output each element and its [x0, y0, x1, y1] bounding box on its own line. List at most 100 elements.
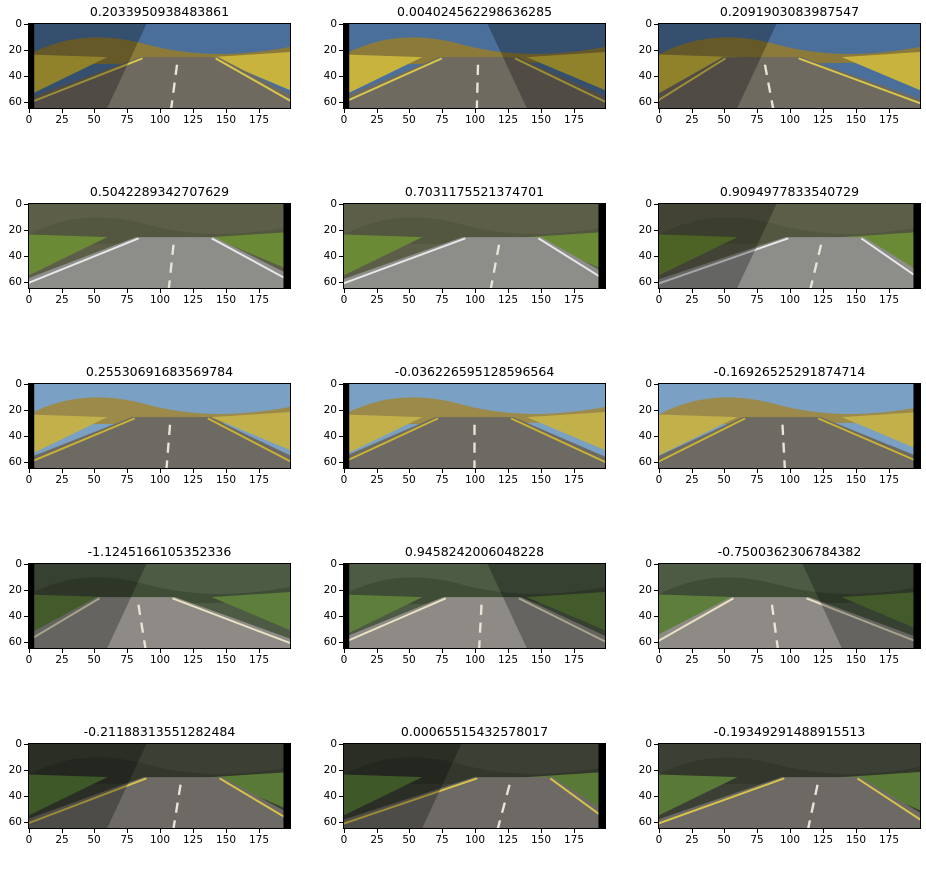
- x-tick-label: 0: [329, 834, 359, 846]
- x-tick-label: 50: [709, 114, 739, 126]
- center-dash: [772, 605, 773, 615]
- x-tick-mark: [259, 469, 260, 473]
- road-image: [343, 563, 606, 649]
- panel-title: 0.7031175521374701: [343, 185, 606, 199]
- y-tick-label: 40: [630, 610, 652, 622]
- center-dash: [169, 425, 170, 435]
- x-tick-mark: [475, 109, 476, 113]
- black-border: [29, 24, 34, 108]
- y-tick-label: 60: [0, 636, 22, 648]
- x-tick-mark: [692, 649, 693, 653]
- x-tick-mark: [856, 469, 857, 473]
- x-tick-label: 175: [559, 114, 589, 126]
- y-tick-label: 20: [630, 44, 652, 56]
- panel-title: -0.19349291488915513: [658, 725, 921, 739]
- x-tick-mark: [259, 289, 260, 293]
- x-tick-mark: [29, 649, 30, 653]
- x-tick-mark: [94, 109, 95, 113]
- black-border: [598, 204, 605, 288]
- panel-title: -0.16926525291874714: [658, 365, 921, 379]
- y-tick-label: 20: [630, 224, 652, 236]
- x-tick-label: 50: [394, 294, 424, 306]
- x-tick-mark: [409, 289, 410, 293]
- panel-title: 0.00065515432578017: [343, 725, 606, 739]
- y-tick-mark: [654, 642, 658, 643]
- x-tick-label: 100: [145, 834, 175, 846]
- y-tick-label: 40: [315, 70, 337, 82]
- x-tick-label: 0: [14, 834, 44, 846]
- x-tick-label: 75: [112, 834, 142, 846]
- x-tick-mark: [541, 289, 542, 293]
- x-tick-mark: [541, 649, 542, 653]
- x-tick-label: 175: [559, 474, 589, 486]
- x-tick-mark: [409, 469, 410, 473]
- x-tick-label: 0: [14, 294, 44, 306]
- panel-title: 0.25530691683569784: [28, 365, 291, 379]
- x-tick-label: 150: [841, 474, 871, 486]
- x-tick-label: 25: [47, 654, 77, 666]
- y-tick-mark: [24, 642, 28, 643]
- x-tick-mark: [823, 649, 824, 653]
- x-tick-label: 50: [709, 474, 739, 486]
- x-tick-mark: [790, 469, 791, 473]
- panel-title: -0.7500362306784382: [658, 545, 921, 559]
- x-tick-label: 0: [644, 474, 674, 486]
- x-tick-mark: [508, 109, 509, 113]
- x-tick-mark: [377, 289, 378, 293]
- black-border: [29, 564, 34, 648]
- x-tick-label: 25: [362, 294, 392, 306]
- y-tick-mark: [654, 282, 658, 283]
- y-tick-label: 20: [315, 224, 337, 236]
- y-tick-mark: [654, 462, 658, 463]
- road-image: [28, 743, 291, 829]
- x-tick-mark: [823, 109, 824, 113]
- x-tick-label: 50: [394, 114, 424, 126]
- black-border: [283, 204, 290, 288]
- center-dash: [173, 83, 174, 93]
- y-tick-label: 0: [315, 198, 337, 210]
- panel-title: 0.2033950938483861: [28, 5, 291, 19]
- y-tick-mark: [654, 744, 658, 745]
- panel-title: -0.036226595128596564: [343, 365, 606, 379]
- y-tick-label: 0: [315, 738, 337, 750]
- x-tick-mark: [823, 829, 824, 833]
- x-tick-mark: [790, 289, 791, 293]
- y-tick-label: 40: [630, 790, 652, 802]
- y-tick-mark: [654, 616, 658, 617]
- y-tick-label: 60: [315, 276, 337, 288]
- x-tick-label: 100: [145, 114, 175, 126]
- y-tick-mark: [24, 616, 28, 617]
- y-tick-mark: [654, 102, 658, 103]
- y-tick-label: 40: [0, 70, 22, 82]
- y-tick-label: 20: [315, 584, 337, 596]
- x-tick-label: 50: [79, 114, 109, 126]
- x-tick-mark: [409, 829, 410, 833]
- x-tick-mark: [692, 289, 693, 293]
- center-dash: [176, 803, 178, 813]
- x-tick-mark: [508, 289, 509, 293]
- x-tick-mark: [226, 829, 227, 833]
- x-tick-label: 50: [394, 474, 424, 486]
- camera-frame: [29, 564, 290, 648]
- x-tick-mark: [377, 829, 378, 833]
- x-tick-label: 125: [178, 834, 208, 846]
- y-tick-label: 0: [0, 558, 22, 570]
- x-tick-label: 75: [742, 834, 772, 846]
- x-tick-mark: [724, 469, 725, 473]
- y-tick-label: 20: [0, 584, 22, 596]
- y-tick-mark: [24, 822, 28, 823]
- camera-frame: [344, 744, 605, 828]
- x-tick-mark: [757, 829, 758, 833]
- y-tick-mark: [339, 230, 343, 231]
- y-tick-mark: [654, 436, 658, 437]
- y-tick-mark: [24, 770, 28, 771]
- x-tick-mark: [442, 289, 443, 293]
- y-tick-label: 40: [630, 70, 652, 82]
- x-tick-mark: [160, 109, 161, 113]
- y-tick-mark: [654, 796, 658, 797]
- x-tick-label: 50: [79, 294, 109, 306]
